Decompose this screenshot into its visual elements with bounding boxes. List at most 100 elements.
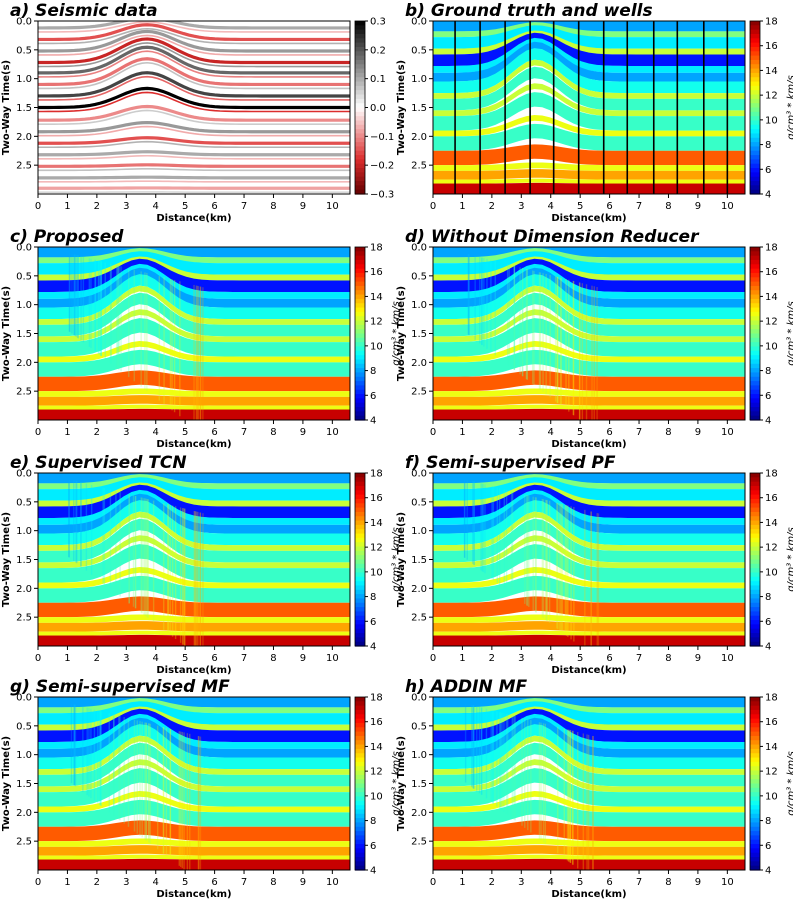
colorbar-segment	[355, 176, 365, 182]
colorbar-segment	[355, 376, 365, 382]
colorbar-segment	[355, 415, 365, 421]
prediction-artifact	[597, 513, 600, 646]
panel-g: g) Semi-supervised MF0 1 2 3 4 5 6 7 8 9 10Distanc…	[1, 677, 402, 900]
y-tick-label: 1.0	[411, 74, 427, 85]
velocity-layer	[38, 251, 350, 275]
colorbar-tick-label: 10	[765, 115, 778, 126]
prediction-artifact	[136, 720, 138, 834]
x-tick-label: 2	[94, 201, 100, 212]
prediction-artifact	[587, 734, 590, 870]
prediction-artifact	[535, 497, 537, 613]
colorbar-tick-label: 16	[765, 717, 778, 728]
colorbar-tick-label: 10	[370, 341, 383, 352]
prediction-artifact	[141, 497, 143, 614]
colorbar-tick-label: 12	[370, 543, 383, 554]
colorbar-tick-label: 14	[765, 742, 778, 753]
colorbar-segment	[750, 329, 760, 335]
colorbar-segment	[750, 107, 760, 113]
x-tick-label: 5	[577, 877, 583, 888]
colorbar-segment	[750, 839, 760, 845]
velocity-layer	[38, 263, 350, 299]
prediction-artifact	[179, 281, 181, 417]
prediction-artifact	[484, 484, 486, 574]
colorbar-tick-label: 0.2	[370, 45, 386, 56]
prediction-artifact	[82, 706, 84, 792]
colorbar-segment	[750, 103, 760, 109]
prediction-artifact	[156, 725, 159, 850]
prediction-artifact	[73, 480, 75, 561]
colorbar-segment	[355, 533, 365, 539]
x-tick-label: 3	[123, 201, 129, 212]
prediction-artifact	[141, 721, 143, 838]
colorbar-segment	[355, 64, 365, 70]
colorbar-segment	[355, 585, 365, 591]
prediction-artifact	[569, 730, 572, 863]
colorbar-segment	[750, 255, 760, 261]
prediction-artifact	[559, 277, 562, 406]
y-tick-label: 2.5	[16, 387, 32, 398]
prediction-artifact	[193, 511, 195, 646]
y-tick-label: 1.0	[16, 74, 32, 85]
prediction-artifact	[195, 285, 198, 420]
prediction-artifact	[90, 258, 92, 349]
colorbar-segment	[355, 718, 365, 724]
colorbar-segment	[355, 576, 365, 582]
colorbar-segment	[355, 774, 365, 780]
colorbar-segment	[355, 46, 365, 52]
prediction-artifact	[197, 286, 200, 420]
y-axis-label: Two-Way Time(s)	[396, 512, 407, 607]
prediction-artifact	[97, 710, 99, 804]
velocity-layer	[38, 614, 350, 623]
colorbar-segment	[750, 159, 760, 165]
colorbar-segment	[355, 800, 365, 806]
panel-title: a) Seismic data	[10, 1, 158, 21]
prediction-artifact	[596, 286, 598, 420]
velocity-layer	[433, 285, 745, 325]
velocity-layer	[433, 267, 745, 308]
colorbar-segment	[750, 701, 760, 707]
panel-title: f) Semi-supervised PF	[405, 453, 616, 473]
colorbar-tick-label: 16	[765, 41, 778, 52]
seismic-reflector	[38, 21, 350, 30]
colorbar-tick-label: 14	[370, 742, 383, 753]
x-tick-label: 6	[211, 201, 217, 212]
x-tick-label: 3	[518, 653, 524, 664]
velocity-layer	[433, 477, 745, 501]
prediction-artifact	[564, 504, 567, 635]
prediction-artifact	[593, 286, 595, 420]
colorbar-segment	[355, 324, 365, 330]
colorbar-segment	[750, 55, 760, 61]
colorbar-segment	[750, 761, 760, 767]
y-tick-label: 2.0	[16, 132, 32, 143]
prediction-artifact	[85, 483, 88, 571]
prediction-artifact	[534, 497, 537, 613]
y-tick-label: 2.0	[411, 584, 427, 595]
prediction-artifact	[77, 255, 79, 339]
colorbar-segment	[750, 809, 760, 815]
colorbar-segment	[355, 38, 365, 44]
prediction-artifact	[145, 722, 148, 841]
prediction-artifact	[173, 279, 176, 413]
velocity-layer	[38, 474, 350, 490]
plot-area	[38, 247, 350, 420]
colorbar-segment	[750, 272, 760, 278]
colorbar-tick-label: 16	[765, 267, 778, 278]
velocity-layer	[38, 489, 350, 525]
colorbar-segment	[355, 363, 365, 369]
colorbar-tick-label: 4	[765, 866, 771, 877]
colorbar-segment	[355, 633, 365, 638]
colorbar-segment	[355, 411, 365, 417]
x-tick-label: 8	[665, 877, 671, 888]
x-tick-label: 3	[123, 653, 129, 664]
prediction-artifact	[473, 481, 475, 565]
colorbar-tick-label: 6	[370, 617, 376, 628]
prediction-artifact	[123, 717, 125, 824]
prediction-artifact	[116, 265, 119, 369]
prediction-artifact	[199, 286, 202, 420]
x-tick-label: 0	[35, 877, 41, 888]
colorbar-segment	[355, 298, 365, 304]
x-tick-label: 1	[459, 427, 465, 438]
velocity-layer	[38, 477, 350, 501]
colorbar-tick-label: −0.3	[370, 190, 394, 201]
